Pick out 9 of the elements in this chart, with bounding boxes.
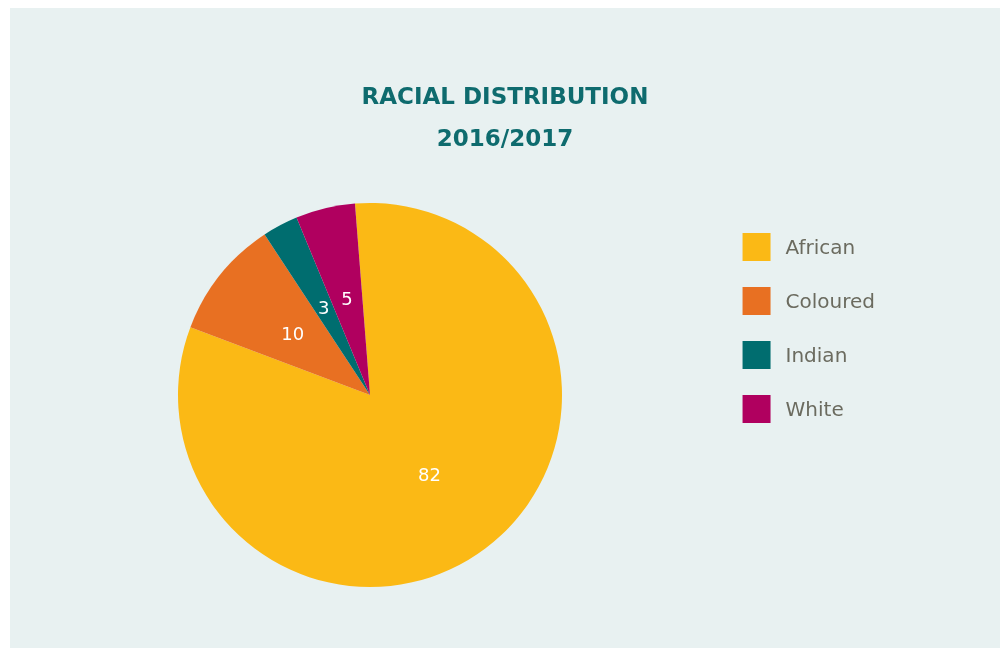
data-label: 82 [417,463,441,485]
chart-title: RACIAL DISTRIBUTION 2016/2017 [361,83,649,151]
data-label: 3 [317,297,330,319]
data-label: 5 [341,288,353,310]
legend-label: White [785,397,844,421]
data-label: 10 [281,322,305,344]
legend-label: Indian [785,343,848,367]
legend-label: African [785,235,856,259]
legend-label: Coloured [785,289,875,313]
